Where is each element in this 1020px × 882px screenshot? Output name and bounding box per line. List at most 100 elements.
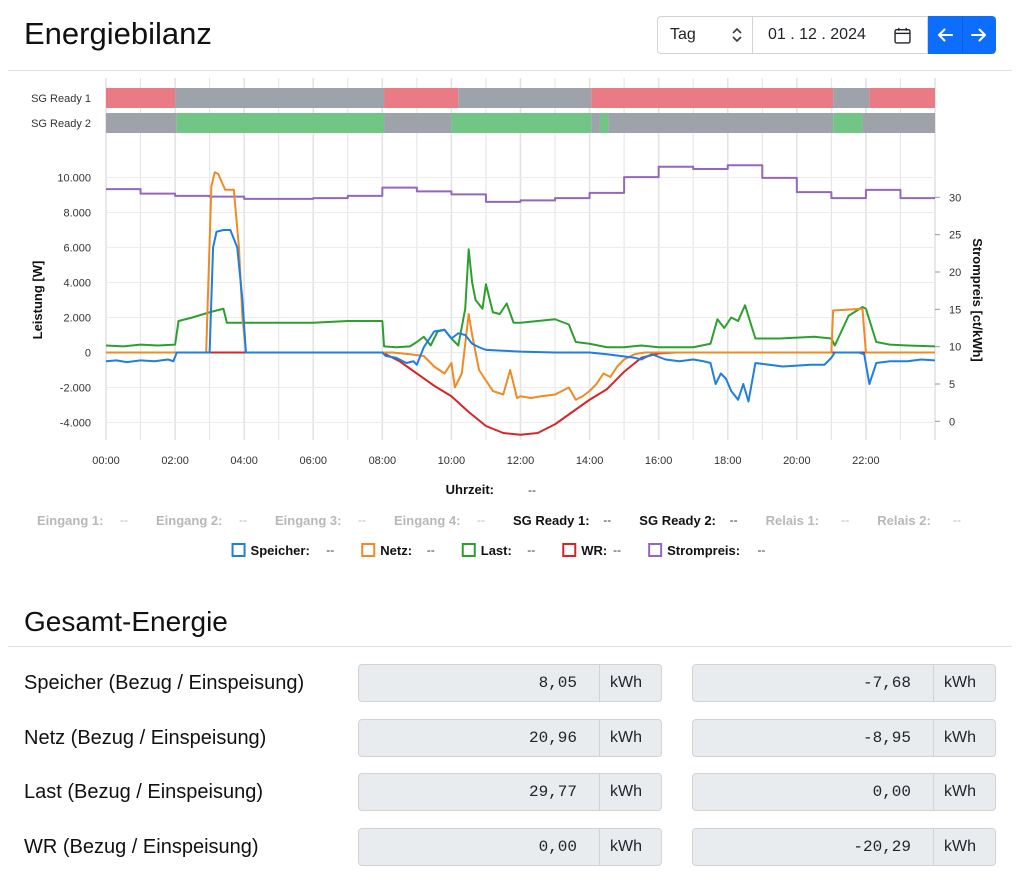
x-tick-label: 10:00 <box>438 455 466 467</box>
arrow-right-icon <box>971 28 986 42</box>
energy-unit-label: kWh <box>600 664 662 702</box>
x-tick-label: 12:00 <box>507 455 535 467</box>
legend-item-label[interactable]: Eingang 4: <box>394 513 460 528</box>
energy-bezug-value: 0,00 <box>358 828 600 866</box>
x-tick-label: 14:00 <box>576 455 604 467</box>
period-select[interactable]: Tag <box>657 16 753 54</box>
y-tick-label: 2.000 <box>63 313 91 325</box>
legend-item-label[interactable]: Strompreis: <box>667 543 740 558</box>
legend-item-value: -- <box>953 513 961 527</box>
legend-item-label[interactable]: Speicher: <box>251 543 310 558</box>
legend-item-label[interactable]: Netz: <box>380 543 412 558</box>
legend-item-value: -- <box>527 543 535 557</box>
header-divider <box>8 70 1012 71</box>
x-tick-label: 04:00 <box>230 455 258 467</box>
legend-item-value: -- <box>427 543 435 557</box>
state-segment-off <box>591 88 834 108</box>
legend-item-label[interactable]: Relais 2: <box>877 513 930 528</box>
previous-day-button[interactable] <box>928 16 962 54</box>
state-segment-off <box>384 88 459 108</box>
energy-bezug-group: 29,77 kWh <box>358 773 662 811</box>
legend-item-value: -- <box>613 543 621 557</box>
y-tick-label: -2.000 <box>60 383 91 395</box>
y-tick-label: -4.000 <box>60 418 91 430</box>
x-axis-readout: -- <box>528 483 536 497</box>
energy-unit-label: kWh <box>934 719 996 757</box>
state-segment-neutral <box>591 113 600 133</box>
legend-item-label[interactable]: Eingang 2: <box>156 513 222 528</box>
energy-bezug-value: 20,96 <box>358 719 600 757</box>
y2-tick-label: 30 <box>949 192 961 204</box>
energy-row: Netz (Bezug / Einspeisung) 20,96 kWh -8,95 k… <box>0 719 1020 757</box>
legend-swatch-speicher <box>231 543 246 557</box>
legend-item-label[interactable]: Eingang 3: <box>275 513 341 528</box>
x-axis-title: Uhrzeit: <box>446 482 494 497</box>
legend-item-label[interactable]: Last: <box>481 543 512 558</box>
x-tick-label: 02:00 <box>161 455 189 467</box>
y2-tick-label: 0 <box>949 416 955 428</box>
legend-swatch-netz <box>361 543 376 557</box>
arrow-left-icon <box>938 28 953 42</box>
state-row-label: SG Ready 2 <box>31 118 91 130</box>
state-segment-neutral <box>862 113 935 133</box>
legend-swatch-strompreis <box>648 543 663 557</box>
state-segment-on <box>451 113 592 133</box>
page-title: Energiebilanz <box>24 16 212 51</box>
y2-tick-label: 20 <box>949 267 961 279</box>
energy-chart[interactable]: SG Ready 1 SG Ready 2 10.000 8.000 6.000 4.00… <box>0 78 1020 578</box>
legend-item-label[interactable]: WR: <box>581 543 607 558</box>
x-tick-label: 22:00 <box>852 455 880 467</box>
x-tick-label: 18:00 <box>714 455 742 467</box>
y-tick-label: 0 <box>85 348 91 360</box>
legend-item-label[interactable]: Relais 1: <box>766 513 819 528</box>
energy-row-label: Netz (Bezug / Einspeisung) <box>24 727 267 749</box>
state-segment-neutral <box>608 113 834 133</box>
energy-einspeisung-value: -7,68 <box>692 664 934 702</box>
energy-unit-label: kWh <box>600 773 662 811</box>
legend-item-value: -- <box>730 513 738 527</box>
x-tick-label: 06:00 <box>299 455 327 467</box>
y-tick-label: 4.000 <box>63 278 91 290</box>
energy-bezug-group: 20,96 kWh <box>358 719 662 757</box>
state-segment-off <box>106 88 176 108</box>
energy-bezug-group: 8,05 kWh <box>358 664 662 702</box>
legend-swatch-wr <box>562 543 577 557</box>
state-segment-on <box>599 113 609 133</box>
x-tick-label: 00:00 <box>92 455 120 467</box>
legend-item-label[interactable]: SG Ready 2: <box>639 513 716 528</box>
y-tick-label: 6.000 <box>63 243 91 255</box>
next-day-button[interactable] <box>962 16 996 54</box>
chevron-updown-icon <box>732 27 742 43</box>
x-tick-label: 08:00 <box>369 455 397 467</box>
energy-unit-label: kWh <box>600 828 662 866</box>
energy-bezug-value: 29,77 <box>358 773 600 811</box>
series-line-strompreis <box>106 164 935 203</box>
state-segment-neutral <box>175 88 385 108</box>
series-line-last <box>105 248 936 349</box>
energy-row-label: Speicher (Bezug / Einspeisung) <box>24 672 305 694</box>
date-input[interactable]: 01 . 12 . 2024 <box>753 16 928 54</box>
energy-einspeisung-group: 0,00 kWh <box>692 773 996 811</box>
energy-row-label: WR (Bezug / Einspeisung) <box>24 836 259 858</box>
date-input-value: 01 . 12 . 2024 <box>768 26 866 43</box>
state-segment-neutral <box>106 113 177 133</box>
state-segment-on <box>833 113 863 133</box>
legend-item-value: -- <box>120 513 128 527</box>
energy-row: Speicher (Bezug / Einspeisung) 8,05 kWh -7,… <box>0 664 1020 702</box>
state-row-label: SG Ready 1 <box>31 93 91 105</box>
legend-swatch-last <box>461 543 476 557</box>
legend-item-label[interactable]: SG Ready 1: <box>513 513 590 528</box>
energy-einspeisung-value: -20,29 <box>692 828 934 866</box>
energy-row: Last (Bezug / Einspeisung) 29,77 kWh 0,00 kW… <box>0 773 1020 811</box>
section-title: Gesamt-Energie <box>24 606 228 637</box>
calendar-icon[interactable] <box>894 27 911 44</box>
legend-item-value: -- <box>239 513 247 527</box>
y2-tick-label: 25 <box>949 230 961 242</box>
legend-item-value: -- <box>603 513 611 527</box>
energy-bezug-value: 8,05 <box>358 664 600 702</box>
y2-tick-label: 15 <box>949 304 961 316</box>
legend-item-label[interactable]: Eingang 1: <box>37 513 103 528</box>
x-tick-label: 20:00 <box>783 455 811 467</box>
section-divider <box>8 646 1012 647</box>
y-tick-label: 10.000 <box>57 173 91 185</box>
